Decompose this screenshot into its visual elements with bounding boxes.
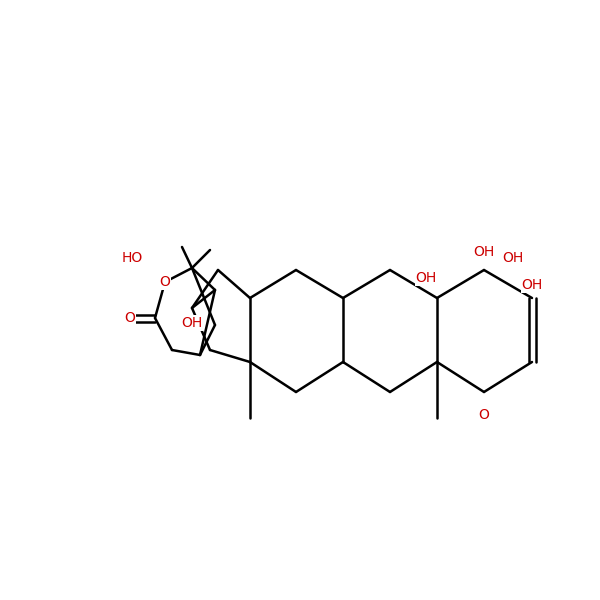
Text: OH: OH [521, 278, 542, 292]
Text: OH: OH [502, 251, 524, 265]
Text: HO: HO [122, 251, 143, 265]
Text: O: O [160, 275, 170, 289]
Text: OH: OH [473, 245, 494, 259]
Text: OH: OH [416, 271, 437, 285]
Text: O: O [479, 408, 490, 422]
Text: OH: OH [181, 316, 203, 330]
Text: O: O [125, 311, 136, 325]
